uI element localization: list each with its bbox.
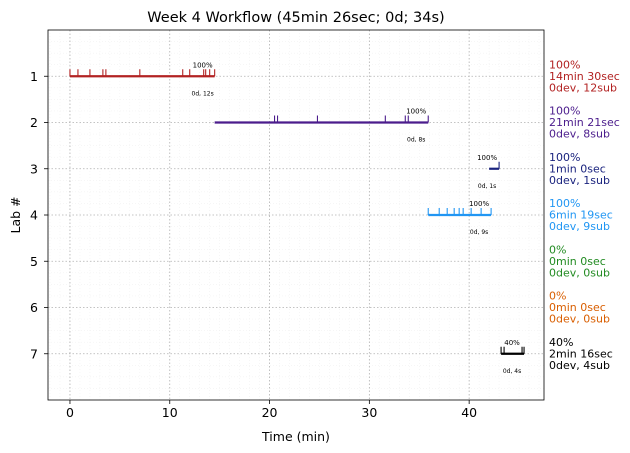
lab-7-summary-line: 2min 16sec [549,347,613,360]
lab-3-summary-line: 0dev, 1sub [549,174,610,187]
lab-3-submission-label: 0d, 1s [478,183,496,190]
y-tick-label: 2 [30,115,38,130]
y-tick-label: 3 [30,161,38,176]
lab-6-summary-line: 0dev, 0sub [549,313,610,326]
y-axis-label: Lab # [8,196,23,233]
x-tick-label: 10 [162,405,178,420]
lab-5-summary-line: 0min 0sec [549,255,606,268]
lab-5-summary-line: 0% [549,243,566,256]
lab-1-submission-label: 0d, 12s [192,90,214,97]
lab-4-percent-label: 100% [469,200,489,208]
x-tick-label: 40 [461,405,477,420]
lab-1-summary-line: 14min 30sec [549,70,620,83]
lab-2-submission-label: 0d, 8s [407,137,425,144]
lab-7-summary-line: 40% [549,336,573,349]
lab-3-summary-line: 1min 0sec [549,162,606,175]
lab-2-percent-label: 100% [406,108,426,116]
lab-4-summary-line: 0dev, 9sub [549,220,610,233]
x-tick-label: 30 [361,405,377,420]
lab-4-summary-line: 100% [549,197,580,210]
axes: 0 10 20 30 40 1 2 3 4 5 6 7 [30,69,477,420]
lab-1-summary-line: 0dev, 12sub [549,81,617,94]
y-tick-label: 5 [30,254,38,269]
lab-7-summary-line: 0dev, 4sub [549,359,610,372]
chart-title: Week 4 Workflow (45min 26sec; 0d; 34s) [147,10,444,26]
y-tick-label: 4 [30,208,38,223]
timeline-bars: 100% 0d, 12s 100% 0d, 8s 100% 0d, 1s 100% 0d, 9… [69,61,525,375]
lab-1-percent-label: 100% [193,61,213,69]
lab-2-summary-line: 0dev, 8sub [549,128,610,141]
x-tick-label: 20 [262,405,278,420]
lab-6-summary-line: 0% [549,290,566,303]
lab-2-summary-line: 21min 21sec [549,116,620,129]
lab-4-summary-line: 6min 19sec [549,209,613,222]
y-tick-label: 7 [30,346,38,361]
x-tick-label: 0 [66,405,74,420]
x-axis-label: Time (min) [261,429,330,444]
lab-7-percent-label: 40% [504,339,520,347]
lab-6-summary-line: 0min 0sec [549,301,606,314]
lab-3-percent-label: 100% [477,154,497,162]
lab-1-summary-line: 100% [549,58,580,71]
y-tick-label: 6 [30,300,38,315]
lab-5-summary-line: 0dev, 0sub [549,266,610,279]
lab-4-submission-label: 0d, 9s [470,229,488,236]
y-tick-label: 1 [30,69,38,84]
lab-7-submission-label: 0d, 4s [503,368,521,375]
lab-2-summary-line: 100% [549,105,580,118]
lab-3-summary-line: 100% [549,151,580,164]
